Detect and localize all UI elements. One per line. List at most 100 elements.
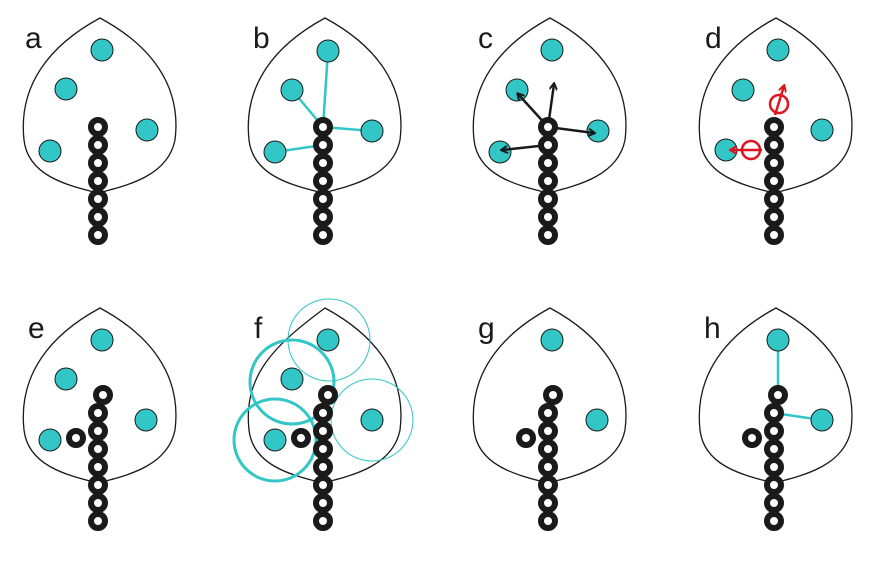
vein-strand xyxy=(66,385,113,531)
kill-radius-circle xyxy=(330,378,414,462)
vein-node-ring xyxy=(764,475,784,495)
vein-node-ring xyxy=(764,207,784,227)
vein-strand xyxy=(742,385,788,531)
auxin-source-dot xyxy=(731,78,755,102)
vein-node-ring xyxy=(313,403,333,423)
auxin-source-dot xyxy=(810,408,834,432)
auxin-source-dot xyxy=(766,328,790,352)
panel-d: d xyxy=(698,17,853,245)
vein-node-ring xyxy=(764,439,784,459)
auxin-source-dot xyxy=(54,367,78,391)
panel-c: c xyxy=(472,17,627,245)
panel-g: g xyxy=(472,307,627,531)
vein-node-ring xyxy=(764,171,784,191)
vein-node-ring xyxy=(291,428,311,448)
vein-strand xyxy=(516,385,563,531)
panel-label-a: a xyxy=(25,22,42,55)
vein-strand xyxy=(313,117,333,245)
vein-strand xyxy=(764,117,784,245)
vein-node-ring xyxy=(318,385,338,405)
auxin-source-dot xyxy=(263,140,287,164)
vein-node-ring xyxy=(313,171,333,191)
vein-node-ring xyxy=(313,493,333,513)
vein-strand xyxy=(538,117,558,245)
vein-node-ring xyxy=(88,135,108,155)
auxin-source-dot xyxy=(360,119,384,143)
vein-node-ring xyxy=(313,207,333,227)
vein-node-ring xyxy=(538,457,558,477)
auxin-source-dot xyxy=(585,408,609,432)
panel-label-f: f xyxy=(254,312,263,345)
auxin-link xyxy=(321,50,330,128)
new-node-marker xyxy=(731,139,762,161)
vein-node-ring xyxy=(538,511,558,531)
vein-node-ring xyxy=(538,189,558,209)
vein-node-ring xyxy=(88,117,108,137)
vein-node-ring xyxy=(88,189,108,209)
vein-node-ring xyxy=(764,403,784,423)
auxin-source-dot xyxy=(134,408,158,432)
vein-node-ring xyxy=(313,439,333,459)
vein-node-ring xyxy=(88,475,108,495)
kill-radius-circle xyxy=(248,338,336,426)
vein-node-ring xyxy=(88,153,108,173)
vein-node-ring xyxy=(538,421,558,441)
vein-node-ring xyxy=(764,493,784,513)
vein-node-ring xyxy=(742,428,762,448)
panel-label-c: c xyxy=(478,22,493,55)
new-node-marker xyxy=(768,86,790,116)
vein-node-ring xyxy=(764,153,784,173)
auxin-source-dot xyxy=(540,328,564,352)
panel-label-e: e xyxy=(28,312,45,345)
auxin-source-dot xyxy=(810,118,834,142)
vein-node-ring xyxy=(88,403,108,423)
vein-node-ring xyxy=(538,153,558,173)
vein-node-ring xyxy=(538,117,558,137)
vein-node-ring xyxy=(764,511,784,531)
vein-strand xyxy=(291,385,338,531)
vein-node-ring xyxy=(88,439,108,459)
panel-label-b: b xyxy=(253,22,270,55)
vein-node-ring xyxy=(764,189,784,209)
vein-node-ring xyxy=(66,428,86,448)
panel-label-d: d xyxy=(705,22,722,55)
auxin-source-dot xyxy=(38,139,62,163)
kill-radius-circle xyxy=(232,397,318,483)
vein-node-ring xyxy=(538,403,558,423)
vein-node-ring xyxy=(543,385,563,405)
auxin-source-dot xyxy=(316,39,340,63)
vein-node-ring xyxy=(88,493,108,513)
vein-node-ring xyxy=(768,385,788,405)
vein-node-ring xyxy=(313,117,333,137)
auxin-source-dot xyxy=(54,77,78,101)
vein-node-ring xyxy=(313,189,333,209)
auxin-source-dot xyxy=(263,428,287,452)
vein-strand xyxy=(88,117,108,245)
vein-node-ring xyxy=(88,171,108,191)
auxin-source-dot xyxy=(135,118,159,142)
vein-node-ring xyxy=(538,493,558,513)
vein-node-ring xyxy=(764,421,784,441)
auxin-source-dot xyxy=(586,119,610,143)
panel-e: e xyxy=(22,307,177,531)
vein-node-ring xyxy=(313,421,333,441)
vein-node-ring xyxy=(313,153,333,173)
auxin-source-dot xyxy=(90,38,114,62)
auxin-source-dot xyxy=(488,140,512,164)
vein-node-ring xyxy=(538,135,558,155)
auxin-source-dot xyxy=(280,78,304,102)
auxin-source-dot xyxy=(360,408,384,432)
vein-node-ring xyxy=(88,457,108,477)
vein-node-ring xyxy=(88,225,108,245)
vein-node-ring xyxy=(313,225,333,245)
auxin-source-dot xyxy=(90,328,114,352)
vein-node-ring xyxy=(313,511,333,531)
vein-node-ring xyxy=(88,511,108,531)
panel-h: h xyxy=(698,307,853,531)
auxin-source-dot xyxy=(766,38,790,62)
vein-node-ring xyxy=(313,457,333,477)
vein-node-ring xyxy=(538,225,558,245)
panel-label-h: h xyxy=(704,312,721,345)
vein-node-ring xyxy=(764,135,784,155)
vein-node-ring xyxy=(516,428,536,448)
